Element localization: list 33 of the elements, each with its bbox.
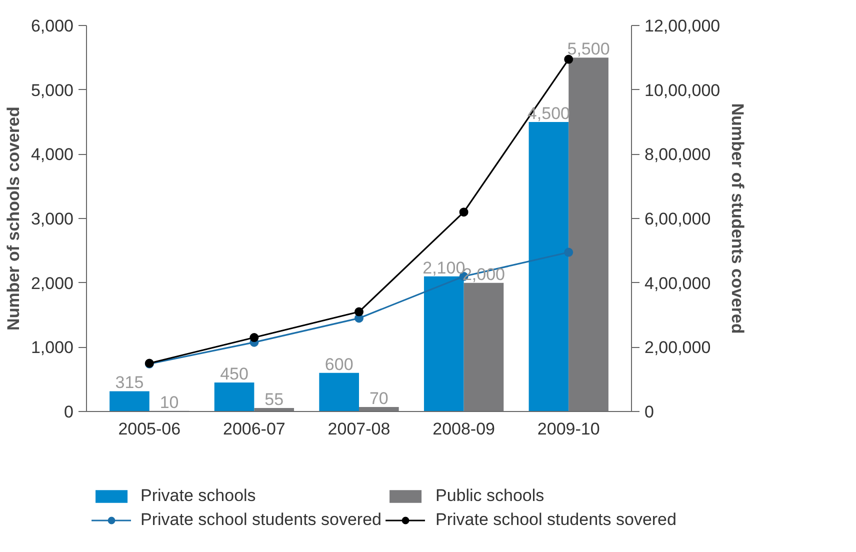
y2-axis-title: Number of students covered	[728, 103, 748, 334]
data-label: 10	[160, 392, 179, 412]
y-tick-label: 6,000	[30, 16, 74, 36]
x-tick-label: 2007-08	[328, 420, 390, 438]
legend-label: Private school students sovered	[140, 510, 382, 530]
x-tick-label: 2005-06	[118, 420, 181, 438]
y-tick-label: 3,000	[30, 210, 74, 228]
y-tick-label: 1,000	[30, 338, 74, 358]
x-tick-label: 2009-10	[537, 420, 600, 438]
y-axis-title: Number of schools covered	[4, 106, 23, 330]
x-tick-label: 2006-07	[223, 420, 286, 438]
y2-tick-label: 6,00,000	[644, 210, 711, 228]
y2-tick-label: 0	[644, 402, 654, 422]
y-tick-label: 0	[64, 402, 74, 422]
legend-label: Public schools	[436, 486, 544, 506]
legend-label: Private school students sovered	[436, 510, 676, 530]
data-label: 600	[324, 354, 354, 374]
y2-tick-label: 2,00,000	[644, 338, 711, 358]
y2-tick-label: 4,00,000	[644, 274, 711, 293]
data-label: 315	[115, 373, 144, 392]
data-label: 5,500	[567, 40, 610, 59]
data-label: 70	[369, 388, 388, 408]
y2-tick-label: 10,00,000	[644, 80, 720, 100]
y2-tick-label: 8,00,000	[644, 145, 711, 164]
y-tick-label: 2,000	[30, 274, 74, 293]
data-label: 450	[220, 364, 248, 384]
data-label: 2,100	[422, 258, 466, 278]
y-tick-label: 4,000	[30, 145, 74, 164]
data-label: 55	[264, 390, 284, 409]
x-tick-label: 2008-09	[432, 420, 496, 438]
legend-label: Private schools	[140, 486, 256, 506]
y-tick-label: 5,000	[30, 80, 74, 100]
y2-tick-label: 12,00,000	[644, 16, 720, 36]
